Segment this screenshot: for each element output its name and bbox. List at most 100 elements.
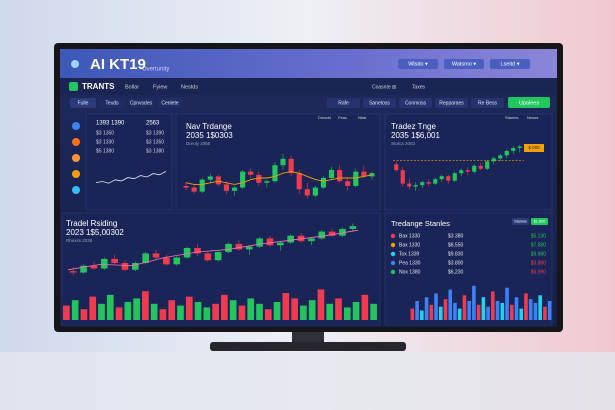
- menu-button[interactable]: [490, 59, 530, 69]
- action-button[interactable]: [327, 98, 360, 108]
- side-icon[interactable]: [72, 154, 80, 162]
- action-label[interactable]: Repparaes: [439, 100, 464, 106]
- candle-body: [280, 158, 286, 166]
- candle-body: [485, 161, 490, 169]
- volume-bar: [89, 296, 97, 320]
- action-button[interactable]: [435, 98, 468, 108]
- action-label[interactable]: Sanetoss: [369, 100, 390, 106]
- volume-bar: [282, 293, 290, 320]
- side-icon[interactable]: [72, 122, 80, 130]
- candle-body: [498, 155, 503, 159]
- stats-bar: [543, 306, 547, 320]
- candle-body: [90, 265, 98, 269]
- volume-bar: [300, 305, 307, 320]
- candle-body: [304, 189, 310, 196]
- side-icon[interactable]: [72, 186, 80, 194]
- candle-body: [312, 187, 318, 196]
- stats-button-label[interactable]: Stamss: [514, 220, 527, 224]
- row-value: $3.800: [448, 260, 464, 266]
- trend-panel: [384, 113, 553, 211]
- tab-label[interactable]: Teuds: [105, 100, 119, 106]
- nav-item[interactable]: Bollar: [125, 84, 139, 90]
- primary-button-label[interactable]: Upalees: [519, 100, 539, 106]
- action-label[interactable]: Rafe: [338, 100, 349, 106]
- tab[interactable]: [99, 98, 125, 108]
- row-name: Bax 1330: [399, 242, 420, 248]
- nav-item[interactable]: Fyiew: [153, 84, 167, 90]
- menu-label[interactable]: Lseitd ▾: [501, 61, 520, 67]
- tab-label[interactable]: Fulle: [78, 100, 89, 106]
- stats-button[interactable]: [531, 218, 548, 225]
- stats-bar: [424, 297, 429, 320]
- candle-body: [183, 186, 189, 188]
- menu-button[interactable]: [444, 59, 484, 69]
- menu-label[interactable]: Wlsdo ▾: [408, 61, 428, 67]
- stand-neck: [292, 330, 324, 344]
- candle-body: [248, 171, 254, 175]
- stats-bar: [547, 301, 552, 320]
- action-label[interactable]: Re Bess: [478, 100, 497, 106]
- nav-item[interactable]: Coasnte ⊞: [372, 84, 396, 90]
- stats-bar: [453, 302, 457, 320]
- action-label[interactable]: Conmoss: [405, 100, 427, 106]
- volume-bar: [352, 302, 360, 320]
- tab[interactable]: [128, 98, 154, 108]
- side-icon[interactable]: [72, 138, 80, 146]
- menu-label[interactable]: Watsmo ▾: [452, 61, 476, 67]
- volume-bar: [264, 309, 272, 320]
- price-badge: [524, 144, 544, 152]
- stats-button[interactable]: [512, 218, 529, 225]
- menu-button[interactable]: [398, 59, 438, 69]
- brand: TRANTS: [82, 82, 115, 91]
- tab[interactable]: [157, 98, 183, 108]
- candle-body: [318, 231, 326, 239]
- candle-body: [452, 173, 457, 181]
- row-change: $5.130: [531, 233, 547, 239]
- volume-bar: [326, 303, 334, 320]
- nav-item[interactable]: Nestds: [181, 84, 198, 90]
- panel-caption: Dreoly 2060: [186, 141, 211, 146]
- candle-body: [215, 176, 221, 185]
- summary-header: 2563: [146, 121, 160, 127]
- volume-bar: [247, 298, 255, 320]
- side-icon[interactable]: [72, 170, 80, 178]
- candle-body: [240, 171, 246, 188]
- summary-cell: $3 1380: [146, 148, 164, 154]
- volume-bar: [343, 307, 351, 320]
- row-dot: [390, 251, 396, 257]
- tab-label[interactable]: Cenlete: [161, 100, 178, 106]
- candle-body: [277, 242, 284, 246]
- summary-cell: $3 1330: [96, 139, 114, 145]
- panel-value: 2023 1$5,00302: [66, 228, 124, 237]
- candle-body: [349, 226, 357, 229]
- candle-body: [173, 257, 181, 265]
- volume-bar: [142, 291, 149, 320]
- tab[interactable]: [70, 98, 96, 108]
- stats-button-label[interactable]: $1.860: [534, 220, 546, 224]
- candle-body: [478, 165, 483, 169]
- tab-label[interactable]: Cpnvsdes: [130, 100, 153, 106]
- action-button[interactable]: [471, 98, 504, 108]
- candle-body: [511, 147, 516, 151]
- volume-bar: [63, 305, 70, 320]
- candle-body: [491, 158, 496, 162]
- action-button[interactable]: [399, 98, 432, 108]
- candle-body: [345, 181, 351, 186]
- candle-body: [132, 262, 139, 270]
- primary-button[interactable]: [508, 97, 550, 108]
- price-badge-label: $.000: [528, 145, 540, 150]
- candle-body: [214, 252, 222, 261]
- row-value: $3.380: [448, 233, 464, 239]
- app-title: AI KT19: [90, 56, 146, 73]
- stats-bar: [505, 287, 509, 320]
- candle-body: [207, 176, 213, 180]
- stats-bar: [434, 293, 438, 320]
- candle-body: [163, 257, 170, 265]
- row-dot: [390, 260, 396, 266]
- summary-panel: [85, 113, 173, 211]
- row-dot: [390, 242, 396, 248]
- volume-bar: [159, 309, 167, 320]
- action-button[interactable]: [363, 98, 396, 108]
- candle-body: [204, 253, 212, 261]
- nav-item[interactable]: Taxes: [412, 84, 426, 90]
